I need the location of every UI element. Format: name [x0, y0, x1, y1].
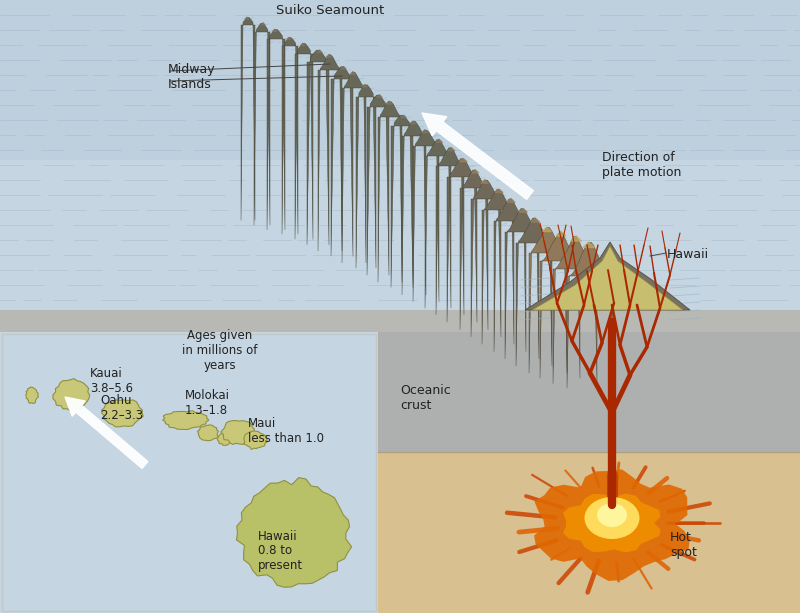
Polygon shape: [583, 242, 594, 248]
Polygon shape: [273, 29, 277, 31]
Polygon shape: [495, 189, 503, 192]
Bar: [2, 334, 376, 611]
Bar: [378, 332, 800, 613]
Polygon shape: [53, 379, 90, 411]
Polygon shape: [519, 208, 527, 212]
Polygon shape: [447, 159, 477, 322]
Polygon shape: [237, 478, 352, 587]
Bar: [0, 332, 378, 613]
Polygon shape: [261, 23, 265, 25]
Polygon shape: [505, 208, 539, 359]
Text: Oceanic
crust: Oceanic crust: [400, 384, 450, 412]
Polygon shape: [246, 17, 249, 19]
Bar: [0, 0, 800, 160]
Polygon shape: [542, 227, 551, 232]
Polygon shape: [241, 17, 255, 221]
Polygon shape: [481, 180, 488, 183]
Polygon shape: [534, 470, 690, 581]
Polygon shape: [391, 115, 413, 288]
Polygon shape: [436, 148, 464, 315]
Polygon shape: [471, 180, 501, 337]
Polygon shape: [218, 433, 233, 446]
Polygon shape: [254, 23, 270, 225]
Polygon shape: [422, 130, 428, 132]
Polygon shape: [378, 101, 402, 283]
Polygon shape: [198, 425, 218, 441]
Text: Ages given
in millions of
years: Ages given in millions of years: [182, 330, 258, 373]
Polygon shape: [570, 236, 582, 241]
Polygon shape: [356, 85, 376, 268]
Text: Midway
Islands: Midway Islands: [168, 63, 216, 91]
Polygon shape: [436, 140, 442, 142]
Ellipse shape: [585, 497, 639, 539]
Text: Oahu
2.2–3.3: Oahu 2.2–3.3: [100, 394, 143, 422]
Polygon shape: [342, 72, 366, 263]
Polygon shape: [413, 130, 439, 302]
FancyArrow shape: [65, 397, 148, 468]
Polygon shape: [553, 236, 597, 384]
Polygon shape: [295, 44, 313, 240]
Polygon shape: [221, 421, 254, 444]
Polygon shape: [386, 101, 392, 104]
Polygon shape: [367, 95, 389, 275]
Polygon shape: [102, 400, 143, 427]
Polygon shape: [494, 199, 526, 352]
Polygon shape: [402, 121, 426, 295]
Polygon shape: [162, 411, 209, 430]
Polygon shape: [530, 218, 540, 222]
Polygon shape: [482, 189, 514, 345]
Polygon shape: [287, 37, 291, 39]
Polygon shape: [301, 44, 305, 45]
FancyArrow shape: [422, 113, 534, 199]
Polygon shape: [377, 95, 382, 97]
Bar: [0, 0, 800, 310]
Polygon shape: [529, 227, 567, 373]
Polygon shape: [532, 246, 683, 310]
Polygon shape: [350, 72, 356, 75]
Polygon shape: [267, 29, 285, 230]
Polygon shape: [244, 431, 267, 449]
Polygon shape: [448, 148, 454, 151]
Polygon shape: [525, 242, 690, 310]
Polygon shape: [307, 50, 329, 245]
Polygon shape: [460, 170, 488, 330]
Polygon shape: [567, 242, 613, 388]
Text: Hawaii: Hawaii: [667, 248, 709, 262]
Polygon shape: [331, 67, 353, 256]
Text: Molokai
1.3–1.8: Molokai 1.3–1.8: [185, 389, 230, 417]
Polygon shape: [362, 85, 367, 87]
Polygon shape: [341, 67, 346, 69]
Bar: [0, 310, 800, 332]
Polygon shape: [556, 232, 566, 236]
Polygon shape: [563, 493, 661, 552]
Bar: [378, 332, 800, 452]
Polygon shape: [425, 140, 451, 308]
Text: Suiko Seamount: Suiko Seamount: [276, 4, 384, 17]
Polygon shape: [326, 55, 332, 57]
Polygon shape: [401, 115, 406, 118]
Polygon shape: [472, 170, 478, 173]
Text: Kauai
3.8–5.6: Kauai 3.8–5.6: [90, 367, 133, 395]
Text: Direction of
plate motion: Direction of plate motion: [602, 151, 682, 179]
Polygon shape: [410, 121, 416, 124]
Polygon shape: [540, 232, 580, 378]
Polygon shape: [507, 199, 515, 202]
Polygon shape: [26, 387, 38, 403]
Polygon shape: [317, 50, 322, 53]
Polygon shape: [282, 37, 298, 234]
Text: Hot
spot: Hot spot: [670, 531, 697, 559]
Text: Maui
less than 1.0: Maui less than 1.0: [248, 417, 324, 445]
Ellipse shape: [597, 503, 627, 527]
Polygon shape: [318, 55, 342, 251]
Polygon shape: [460, 159, 467, 162]
Polygon shape: [516, 218, 552, 367]
Text: Hawaii
0.8 to
present: Hawaii 0.8 to present: [258, 530, 303, 573]
